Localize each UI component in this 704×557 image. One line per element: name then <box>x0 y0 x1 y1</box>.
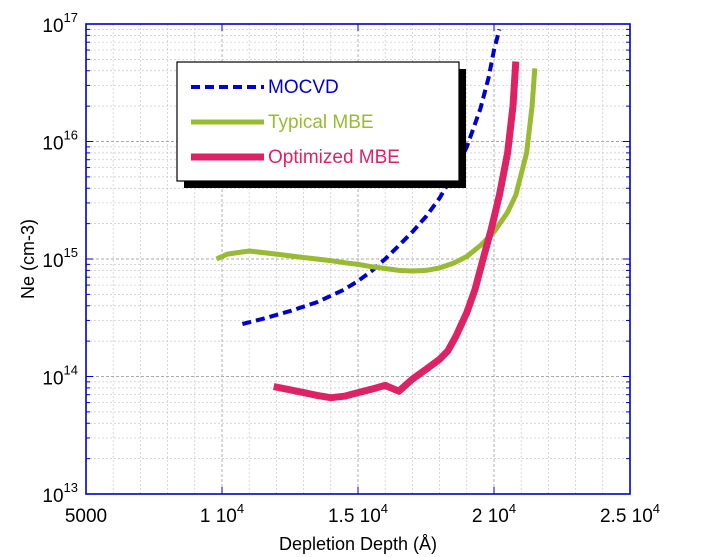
series-line-typical-mbe <box>215 68 538 274</box>
legend-label-mocvd: MOCVD <box>268 77 339 98</box>
y-tick-label: 1017 <box>42 10 78 37</box>
x-tick-label: 2 104 <box>472 501 516 527</box>
y-tick-label: 1015 <box>42 245 78 272</box>
y-tick-label: 1013 <box>42 480 78 507</box>
legend: MOCVD Typical MBE Optimized MBE <box>176 61 466 188</box>
y-axis-label: Ne (cm-3) <box>18 219 38 299</box>
series-line-optimized-mbe <box>273 61 520 402</box>
legend-label-typical-mbe: Typical MBE <box>268 112 374 133</box>
x-tick-label: 5000 <box>65 506 107 527</box>
legend-label-optimized-mbe: Optimized MBE <box>268 147 400 168</box>
x-tick-label: 2.5 104 <box>600 501 660 527</box>
y-tick-label: 1014 <box>42 363 78 390</box>
x-tick-labels: 5000 1 104 1.5 104 2 104 2.5 104 <box>65 501 660 527</box>
x-tick-label: 1 104 <box>200 501 244 527</box>
y-tick-labels: 1013 1014 1015 1016 1017 <box>42 10 78 507</box>
series-line-mocvd <box>241 28 502 326</box>
y-tick-label: 1016 <box>42 128 78 155</box>
series-group <box>215 28 538 402</box>
x-tick-label: 1.5 104 <box>328 501 388 527</box>
x-axis-label: Depletion Depth (Å) <box>279 534 437 554</box>
plot-frame <box>85 23 631 495</box>
